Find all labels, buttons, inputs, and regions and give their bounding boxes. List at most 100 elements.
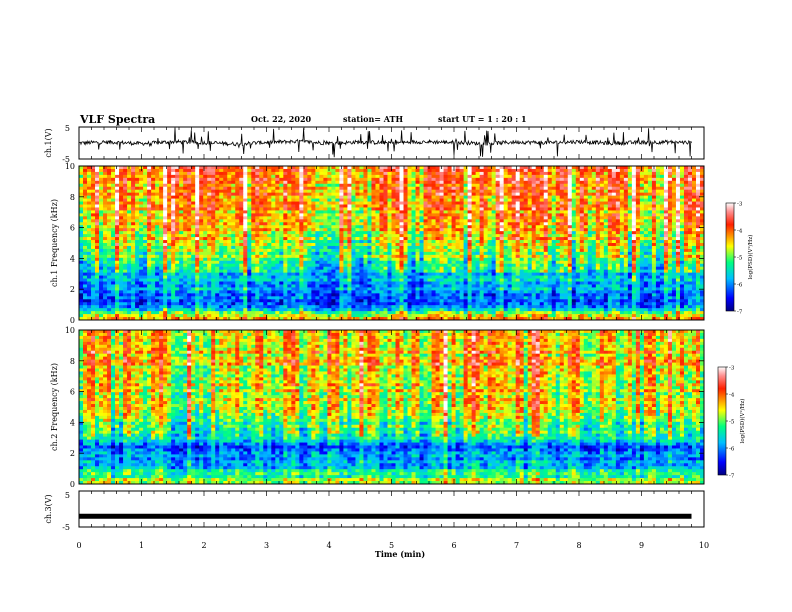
spectrogram-cell xyxy=(91,254,96,259)
spectrogram-cell xyxy=(139,192,144,197)
spectrogram-cell xyxy=(351,317,356,321)
spectrogram-cell xyxy=(243,210,248,214)
spectrogram-cell xyxy=(451,269,457,274)
spectrogram-cell xyxy=(455,213,461,217)
spectrogram-cell xyxy=(83,180,88,185)
spectrogram-cell xyxy=(359,213,364,217)
spectrogram-cell xyxy=(323,219,328,223)
spectrogram-cell xyxy=(435,257,440,262)
spectrogram-cell xyxy=(295,275,300,279)
spectrogram-cell xyxy=(267,177,272,182)
spectrogram-cell xyxy=(167,213,172,217)
spectrogram-cell xyxy=(135,216,140,220)
spectrogram-cell xyxy=(371,305,376,309)
spectrogram-cell xyxy=(167,257,172,262)
spectrogram-cell xyxy=(179,248,184,253)
spectrogram-cell xyxy=(419,210,424,214)
spectrogram-cell xyxy=(83,257,88,262)
spectrogram-cell xyxy=(207,222,212,226)
spectrogram-cell xyxy=(175,166,180,170)
spectrogram-cell xyxy=(323,272,328,276)
spectrogram-cell xyxy=(379,296,384,300)
spectrogram-cell xyxy=(263,248,268,253)
spectrogram-cell xyxy=(151,195,156,199)
spectrogram-cell xyxy=(459,248,465,253)
spectrogram-cell xyxy=(179,222,184,226)
spectrogram-cell xyxy=(443,245,448,250)
spectrogram-cell xyxy=(303,234,308,238)
spectrogram-cell xyxy=(163,272,168,276)
spectrogram-cell xyxy=(363,231,368,235)
spectrogram-cell xyxy=(431,245,436,250)
spectrogram-cell xyxy=(451,240,457,244)
spectrogram-cell xyxy=(311,275,316,279)
spectrogram-cell xyxy=(295,305,300,309)
spectrogram-cell xyxy=(387,293,392,297)
spectrogram-cell xyxy=(335,314,340,318)
spectrogram-cell xyxy=(267,222,272,226)
spectrogram-cell xyxy=(343,284,348,288)
spectrogram-cell xyxy=(91,207,96,211)
spectrogram-cell xyxy=(115,228,120,232)
spectrogram-cell xyxy=(263,189,268,194)
spectrogram-cell xyxy=(83,263,88,268)
spectrogram-cell xyxy=(95,189,100,194)
spectrogram-cell xyxy=(315,186,320,191)
spectrogram-cell xyxy=(155,243,160,247)
spectrogram-cell xyxy=(383,234,388,238)
spectrogram-cell xyxy=(283,260,288,265)
spectrogram-cell xyxy=(103,293,108,297)
spectrogram-cell xyxy=(103,278,108,282)
spectrogram-cell xyxy=(95,251,100,256)
spectrogram-cell xyxy=(139,225,144,229)
spectrogram-cell xyxy=(339,308,344,312)
spectrogram-cell xyxy=(259,216,264,220)
spectrogram-cell xyxy=(211,287,216,291)
spectrogram-cell xyxy=(275,296,280,300)
spectrogram-cell xyxy=(411,275,416,279)
spectrogram-cell xyxy=(451,192,457,197)
spectrogram-cell xyxy=(343,308,348,312)
spectrogram-cell xyxy=(327,171,332,176)
spectrogram-cell xyxy=(159,305,164,309)
spectrogram-cell xyxy=(119,314,124,318)
spectrogram-cell xyxy=(367,302,372,306)
spectrogram-cell xyxy=(371,228,376,232)
spectrogram-cell xyxy=(427,231,432,235)
spectrogram-cell xyxy=(83,275,88,279)
spectrogram-cell xyxy=(411,228,416,232)
spectrogram-cell xyxy=(119,201,124,205)
spectrogram-cell xyxy=(111,257,116,262)
spectrogram-cell xyxy=(435,228,440,232)
spectrogram-cell xyxy=(359,281,364,285)
spectrogram-cell xyxy=(307,225,312,229)
spectrogram-cell xyxy=(291,237,296,241)
spectrogram-cell xyxy=(299,302,304,306)
spectrogram-cell xyxy=(119,180,124,185)
spectrogram-cell xyxy=(307,302,312,306)
spectrogram-cell xyxy=(427,317,432,321)
spectrogram-cell xyxy=(107,263,112,268)
spectrogram-cell xyxy=(139,296,144,300)
spectrogram-cell xyxy=(335,222,340,226)
spectrogram-cell xyxy=(399,240,404,244)
spectrogram-cell xyxy=(327,305,332,309)
spectrogram-cell xyxy=(251,186,256,191)
spectrogram-cell xyxy=(199,263,204,268)
spectrogram-cell xyxy=(227,231,232,235)
spectrogram-cell xyxy=(327,263,332,268)
spectrogram-cell xyxy=(455,192,461,197)
spectrogram-cell xyxy=(95,287,100,291)
spectrogram-cell xyxy=(159,186,164,191)
spectrogram-cell xyxy=(359,275,364,279)
spectrogram-cell xyxy=(215,192,220,197)
spectrogram-cell xyxy=(319,210,324,214)
spectrogram-cell xyxy=(399,222,404,226)
spectrogram-cell xyxy=(255,201,260,205)
spectrogram-cell xyxy=(127,251,132,256)
spectrogram-cell xyxy=(215,201,220,205)
spectrogram-cell xyxy=(403,293,408,297)
spectrogram-cell xyxy=(287,263,292,268)
spectrogram-cell xyxy=(339,195,344,199)
